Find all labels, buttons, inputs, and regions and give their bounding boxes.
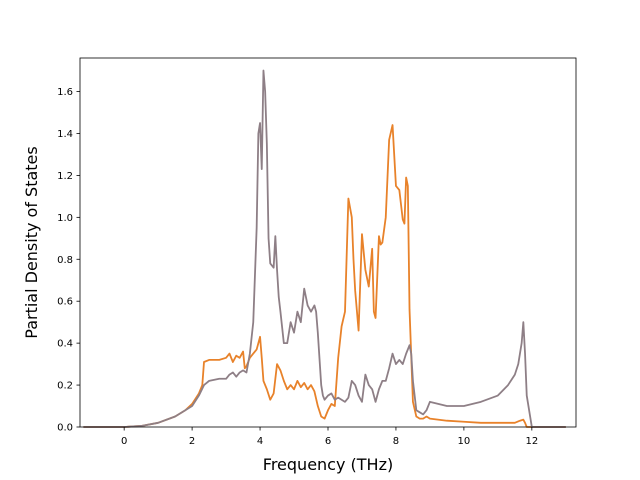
x-tick-label: 0 (121, 436, 127, 447)
y-tick-label: 1.4 (57, 129, 73, 140)
y-axis-title: Partial Density of States (22, 146, 41, 338)
y-tick-label: 0.8 (57, 255, 73, 266)
x-tick-label: 4 (257, 436, 263, 447)
y-tick-label: 0.0 (57, 423, 73, 434)
y-tick-label: 1.0 (57, 213, 73, 224)
x-axis-title: Frequency (THz) (263, 455, 393, 474)
y-tick-label: 1.2 (57, 171, 73, 182)
y-tick-label: 0.2 (57, 381, 73, 392)
x-tick-label: 12 (525, 436, 538, 447)
y-tick-label: 0.4 (57, 339, 73, 350)
x-tick-label: 10 (458, 436, 471, 447)
x-tick-label: 2 (189, 436, 195, 447)
x-tick-label: 8 (393, 436, 399, 447)
y-tick-label: 1.6 (57, 87, 73, 98)
y-tick-label: 0.6 (57, 297, 73, 308)
x-tick-label: 6 (325, 436, 331, 447)
